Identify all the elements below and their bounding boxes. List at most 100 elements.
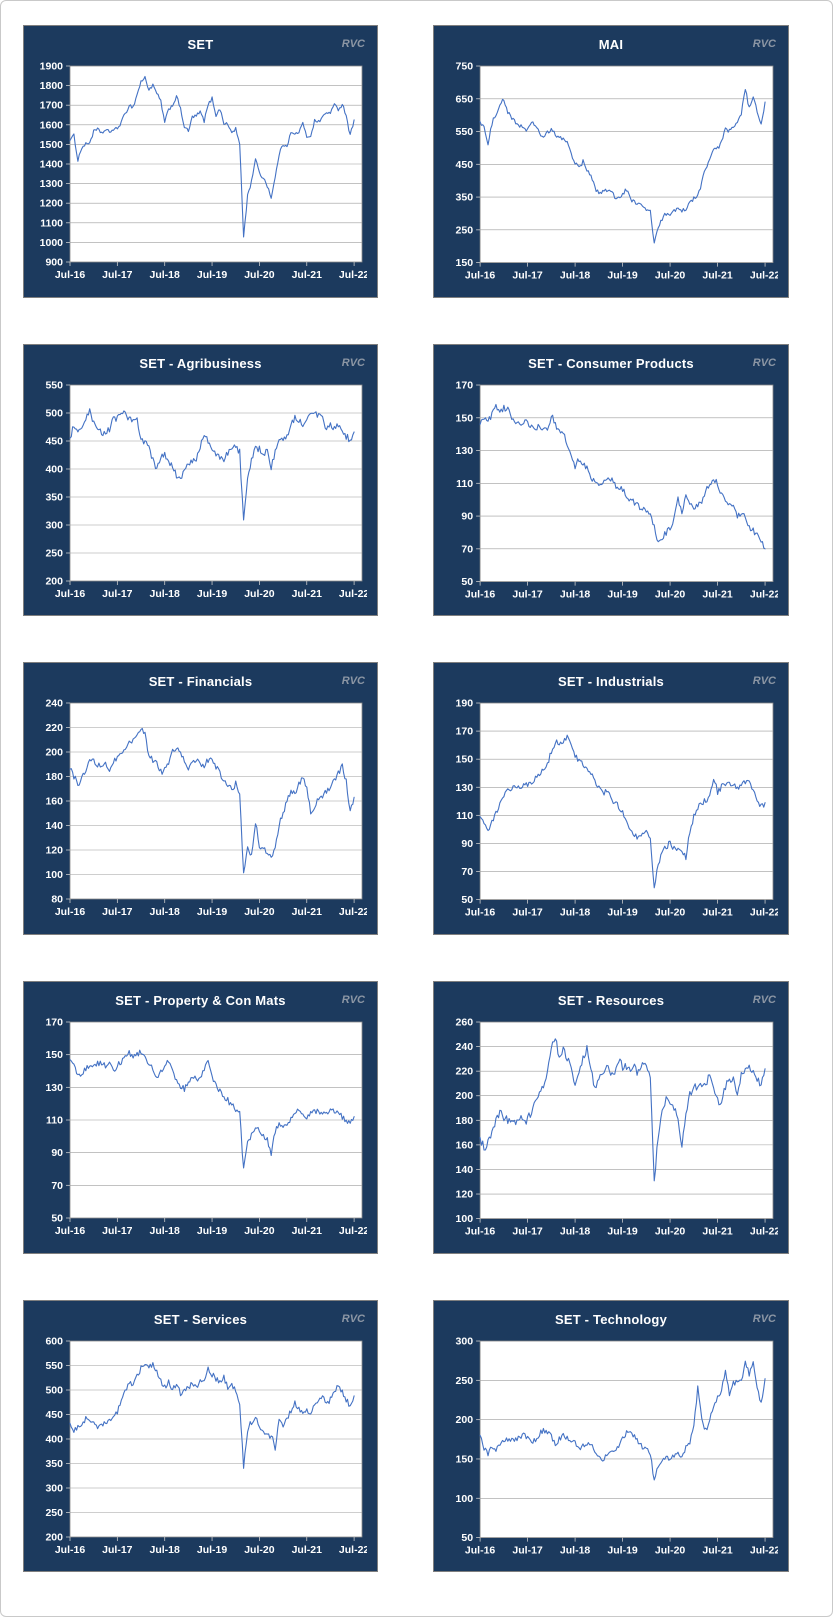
y-axis-label: 110 xyxy=(46,1115,63,1127)
y-axis-label: 550 xyxy=(45,379,63,391)
line-chart-svg: 100 120 140 160 180 200 220 240 260 Jul-16 Jul-17 J… xyxy=(456,1017,778,1238)
y-axis-label: 170 xyxy=(456,379,474,391)
y-axis-label: 200 xyxy=(45,575,63,587)
chart-title: SET - Industrials xyxy=(558,674,664,690)
x-axis-label: Jul-21 xyxy=(702,270,733,282)
y-axis-label: 90 xyxy=(51,1147,63,1159)
chart-plot-area: 50 70 90 110 130 150 170 190 Jul-16 Jul-17 Jul-18 J… xyxy=(444,697,778,928)
chart-plot-area: 200 250 300 350 400 450 500 550 Jul-16 Jul-17 Jul-… xyxy=(34,379,367,609)
y-axis-label: 160 xyxy=(456,1139,474,1151)
x-axis-label: Jul-19 xyxy=(607,1226,638,1238)
y-axis-label: 250 xyxy=(45,547,63,559)
rvc-watermark: RVC xyxy=(341,1312,365,1325)
x-axis-label: Jul-22 xyxy=(339,269,367,281)
y-axis-label: 300 xyxy=(456,1335,474,1347)
y-axis-label: 500 xyxy=(45,1384,63,1396)
chart-panel-header: SET RVC xyxy=(34,34,367,58)
y-axis-label: 100 xyxy=(456,1493,474,1505)
x-axis-label: Jul-21 xyxy=(292,906,323,918)
x-axis-label: Jul-17 xyxy=(102,269,133,281)
index-series-line xyxy=(69,407,355,521)
index-series-line xyxy=(479,1038,766,1182)
x-axis-label: Jul-17 xyxy=(512,907,543,919)
y-axis-label: 120 xyxy=(45,845,63,857)
x-axis-label: Jul-21 xyxy=(292,269,323,281)
y-axis-label: 220 xyxy=(45,722,63,734)
x-axis-label: Jul-20 xyxy=(244,1544,275,1556)
y-axis-label: 170 xyxy=(456,726,474,738)
y-axis-label: 600 xyxy=(45,1335,63,1347)
x-axis-label: Jul-22 xyxy=(339,1544,367,1556)
y-axis-label: 110 xyxy=(456,810,473,822)
plot-background xyxy=(69,384,363,582)
y-axis-label: 250 xyxy=(45,1507,63,1519)
y-axis-label: 150 xyxy=(456,257,474,269)
x-axis-label: Jul-19 xyxy=(197,269,228,281)
y-axis-label: 350 xyxy=(45,491,63,503)
rvc-watermark: RVC xyxy=(341,38,365,50)
index-series-line xyxy=(479,403,766,550)
y-axis-label: 1000 xyxy=(40,237,64,249)
line-chart-svg: 200 250 300 350 400 450 500 550 Jul-16 Jul-17 Jul-… xyxy=(45,379,367,600)
x-axis-label: Jul-18 xyxy=(560,907,591,919)
chart-plot-area: 80 100 120 140 160 180 200 220 240 Jul-16 Jul-17 Ju… xyxy=(34,697,367,927)
x-axis-label: Jul-20 xyxy=(655,588,686,600)
line-chart-svg: 900 1000 1100 1200 1300 1400 1500 1600 1700 1800 1… xyxy=(40,61,367,282)
y-axis-label: 70 xyxy=(461,866,473,878)
y-axis-label: 50 xyxy=(461,1532,473,1544)
chart-panel-header: SET - Resources RVC xyxy=(444,990,778,1014)
line-chart-svg: 200 250 300 350 400 450 500 550 600 Jul-16 Jul-17 J… xyxy=(45,1335,367,1556)
rvc-watermark: RVC xyxy=(341,994,365,1007)
y-axis-label: 150 xyxy=(456,754,474,766)
x-axis-label: Jul-16 xyxy=(55,269,86,281)
rvc-watermark: RVC xyxy=(752,38,776,50)
x-axis-label: Jul-21 xyxy=(292,588,323,600)
line-chart-svg: 150 250 350 450 550 650 750 Jul-16 Jul-17 Jul-18 J… xyxy=(456,61,778,282)
x-axis-label: Jul-20 xyxy=(655,907,686,919)
y-axis-label: 240 xyxy=(45,698,63,710)
x-axis-label: Jul-21 xyxy=(702,907,733,919)
y-axis-label: 900 xyxy=(45,257,63,269)
x-axis-label: Jul-21 xyxy=(702,1226,733,1238)
plot-background xyxy=(479,1340,774,1538)
x-axis-label: Jul-18 xyxy=(560,270,591,282)
x-axis-label: Jul-16 xyxy=(465,588,496,600)
x-axis-label: Jul-20 xyxy=(655,1226,686,1238)
y-axis-label: 180 xyxy=(45,771,63,783)
y-axis-label: 70 xyxy=(51,1180,63,1192)
x-axis-label: Jul-19 xyxy=(197,906,228,918)
x-axis-label: Jul-16 xyxy=(465,1544,496,1556)
y-axis-label: 100 xyxy=(456,1213,474,1225)
y-axis-label: 130 xyxy=(456,445,474,457)
y-axis-label: 350 xyxy=(45,1458,63,1470)
y-axis-label: 550 xyxy=(45,1360,63,1372)
x-axis-label: Jul-22 xyxy=(339,1225,367,1237)
x-axis-label: Jul-18 xyxy=(150,1544,181,1556)
x-axis-label: Jul-22 xyxy=(750,588,778,600)
chart-panel: SET - Financials RVC 80 100 120 140 160 180 20… xyxy=(23,662,378,936)
x-axis-label: Jul-21 xyxy=(702,588,733,600)
x-axis-label: Jul-20 xyxy=(244,269,275,281)
chart-plot-area: 50 100 150 200 250 300 Jul-16 Jul-17 Jul-18 Jul-1… xyxy=(444,1335,778,1566)
y-axis-label: 1600 xyxy=(40,119,64,131)
y-axis-label: 400 xyxy=(45,1433,63,1445)
y-axis-label: 70 xyxy=(461,543,473,555)
x-axis-label: Jul-22 xyxy=(750,907,778,919)
x-axis-label: Jul-17 xyxy=(512,1226,543,1238)
x-axis-label: Jul-20 xyxy=(655,1544,686,1556)
x-axis-label: Jul-17 xyxy=(102,588,133,600)
x-axis-label: Jul-22 xyxy=(750,270,778,282)
line-chart-svg: 50 70 90 110 130 150 170 Jul-16 Jul-17 Jul-18 Jul-… xyxy=(456,379,778,600)
chart-panel-header: SET - Financials RVC xyxy=(34,671,367,695)
x-axis-label: Jul-16 xyxy=(55,1544,86,1556)
chart-panel: SET - Agribusiness RVC 200 250 300 350 400 45… xyxy=(23,343,378,617)
y-axis-label: 550 xyxy=(456,126,474,138)
y-axis-label: 220 xyxy=(456,1066,474,1078)
y-axis-label: 90 xyxy=(461,510,473,522)
x-axis-label: Jul-17 xyxy=(102,906,133,918)
x-axis-label: Jul-18 xyxy=(560,1226,591,1238)
chart-panel-header: SET - Agribusiness RVC xyxy=(34,353,367,377)
x-axis-label: Jul-19 xyxy=(607,1544,638,1556)
chart-panel: MAI RVC 150 250 350 450 550 650 750 Jul-16 Jul-1… xyxy=(433,25,789,298)
